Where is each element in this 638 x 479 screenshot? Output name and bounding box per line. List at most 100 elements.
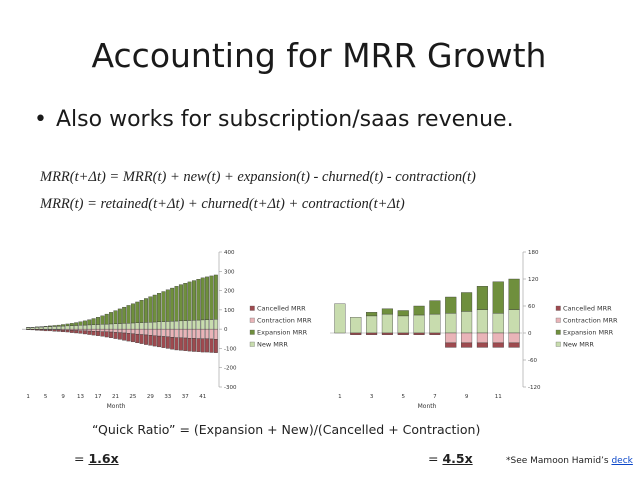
bar-contraction-mrr (82, 328, 87, 332)
bar-expansion-mrr (413, 305, 425, 316)
bar-contraction-mrr (213, 328, 218, 340)
bar-expansion-mrr (74, 322, 79, 326)
bar-cancelled-mrr (30, 329, 35, 331)
bar-new-mrr (113, 323, 118, 330)
bar-new-mrr (82, 324, 87, 330)
bar-new-mrr (91, 324, 96, 330)
bar-contraction-mrr (87, 328, 92, 332)
bar-new-mrr (69, 325, 74, 330)
bar-contraction-mrr (135, 328, 140, 335)
bar-expansion-mrr (48, 325, 52, 327)
bar-new-mrr (174, 320, 179, 330)
bar-cancelled-mrr (178, 337, 183, 351)
bar-cancelled-mrr (117, 332, 122, 340)
x-tick-label: 25 (129, 394, 136, 400)
bar-new-mrr (200, 319, 205, 330)
bar-expansion-mrr (192, 280, 196, 321)
bar-new-mrr (350, 317, 362, 334)
bar-new-mrr (56, 326, 61, 330)
bar-cancelled-mrr (165, 336, 170, 349)
bar-cancelled-mrr (152, 335, 157, 347)
bar-contraction-mrr (200, 328, 205, 339)
bar-cancelled-mrr (91, 331, 96, 336)
bar-cancelled-mrr (205, 338, 210, 353)
bar-contraction-mrr (100, 328, 105, 332)
quick-ratio-formula: “Quick Ratio” = (Expansion + New)/(Cance… (92, 422, 481, 437)
bar-cancelled-mrr (52, 329, 57, 332)
y-tick-label: 400 (224, 250, 235, 256)
bar-expansion-mrr (52, 325, 57, 327)
bar-cancelled-mrr (104, 331, 109, 338)
legend-swatch (249, 305, 255, 311)
bar-new-mrr (183, 320, 188, 330)
bar-contraction-mrr (144, 328, 148, 336)
bar-contraction-mrr (461, 332, 473, 344)
bar-new-mrr (61, 325, 66, 330)
bar-cancelled-mrr (200, 338, 205, 353)
bar-contraction-mrr (91, 328, 96, 332)
bar-new-mrr (122, 323, 127, 330)
bar-cancelled-mrr (192, 338, 196, 352)
bar-cancelled-mrr (429, 332, 441, 335)
bar-expansion-mrr (161, 291, 166, 322)
x-tick-label: 11 (495, 394, 502, 400)
bar-expansion-mrr (144, 298, 148, 323)
x-tick-label: 33 (164, 394, 171, 400)
legend-label: New MRR (257, 341, 288, 349)
left-ratio-value: 1.6x (88, 451, 119, 466)
bar-contraction-mrr (148, 328, 153, 336)
bar-new-mrr (161, 321, 166, 330)
bar-new-mrr (135, 322, 140, 330)
legend-label: Contraction MRR (563, 317, 618, 325)
bar-new-mrr (74, 325, 79, 330)
y-tick-label: 300 (224, 269, 235, 275)
bar-contraction-mrr (205, 328, 210, 339)
bar-cancelled-mrr (135, 333, 140, 344)
bullet-dot-icon: • (34, 107, 47, 132)
bar-cancelled-mrr (48, 329, 52, 332)
bar-new-mrr (34, 327, 39, 330)
bar-new-mrr (429, 313, 441, 334)
legend-swatch (249, 341, 255, 347)
bullet-text: Also works for subscription/saas revenue… (56, 107, 514, 132)
bar-expansion-mrr (381, 308, 393, 315)
bar-expansion-mrr (78, 321, 83, 326)
y-tick-label: -200 (224, 366, 237, 372)
bar-new-mrr (100, 324, 105, 330)
bar-expansion-mrr (366, 312, 378, 317)
bar-new-mrr (192, 320, 196, 330)
bar-contraction-mrr (183, 328, 188, 339)
bar-cancelled-mrr (74, 330, 79, 334)
legend-label: Contraction MRR (257, 317, 312, 325)
bar-contraction-mrr (170, 328, 175, 338)
formula-mrr-decomposition: MRR(t) = retained(t+Δt) + churned(t+Δt) … (40, 196, 405, 212)
bar-cancelled-mrr (69, 330, 74, 333)
bar-new-mrr (461, 311, 473, 334)
bar-cancelled-mrr (196, 338, 201, 352)
formula-mrr-growth: MRR(t+Δt) = MRR(t) + new(t) + expansion(… (40, 169, 476, 185)
x-tick-label: 1 (338, 394, 342, 400)
bar-cancelled-mrr (170, 337, 175, 350)
bar-contraction-mrr (104, 328, 109, 333)
bar-contraction-mrr (74, 328, 79, 331)
bar-expansion-mrr (461, 292, 473, 312)
legend-label: Expansion MRR (563, 329, 614, 337)
bar-expansion-mrr (139, 300, 144, 323)
bar-cancelled-mrr (130, 333, 135, 343)
bar-cancelled-mrr (350, 332, 362, 335)
y-tick-label: -300 (224, 385, 237, 391)
bar-new-mrr (104, 323, 109, 330)
bar-new-mrr (52, 326, 57, 330)
bar-expansion-mrr (100, 315, 105, 325)
bar-expansion-mrr (476, 286, 488, 310)
bar-new-mrr (117, 323, 122, 330)
deck-link[interactable]: deck (611, 456, 633, 466)
legend-label: New MRR (563, 341, 594, 349)
bar-contraction-mrr (508, 332, 520, 344)
y-tick-label: 60 (528, 304, 535, 310)
slide-title: Accounting for MRR Growth (91, 36, 547, 75)
bar-new-mrr (492, 313, 504, 334)
bar-expansion-mrr (170, 287, 175, 322)
bar-cancelled-mrr (445, 342, 457, 348)
bar-contraction-mrr (152, 328, 157, 336)
